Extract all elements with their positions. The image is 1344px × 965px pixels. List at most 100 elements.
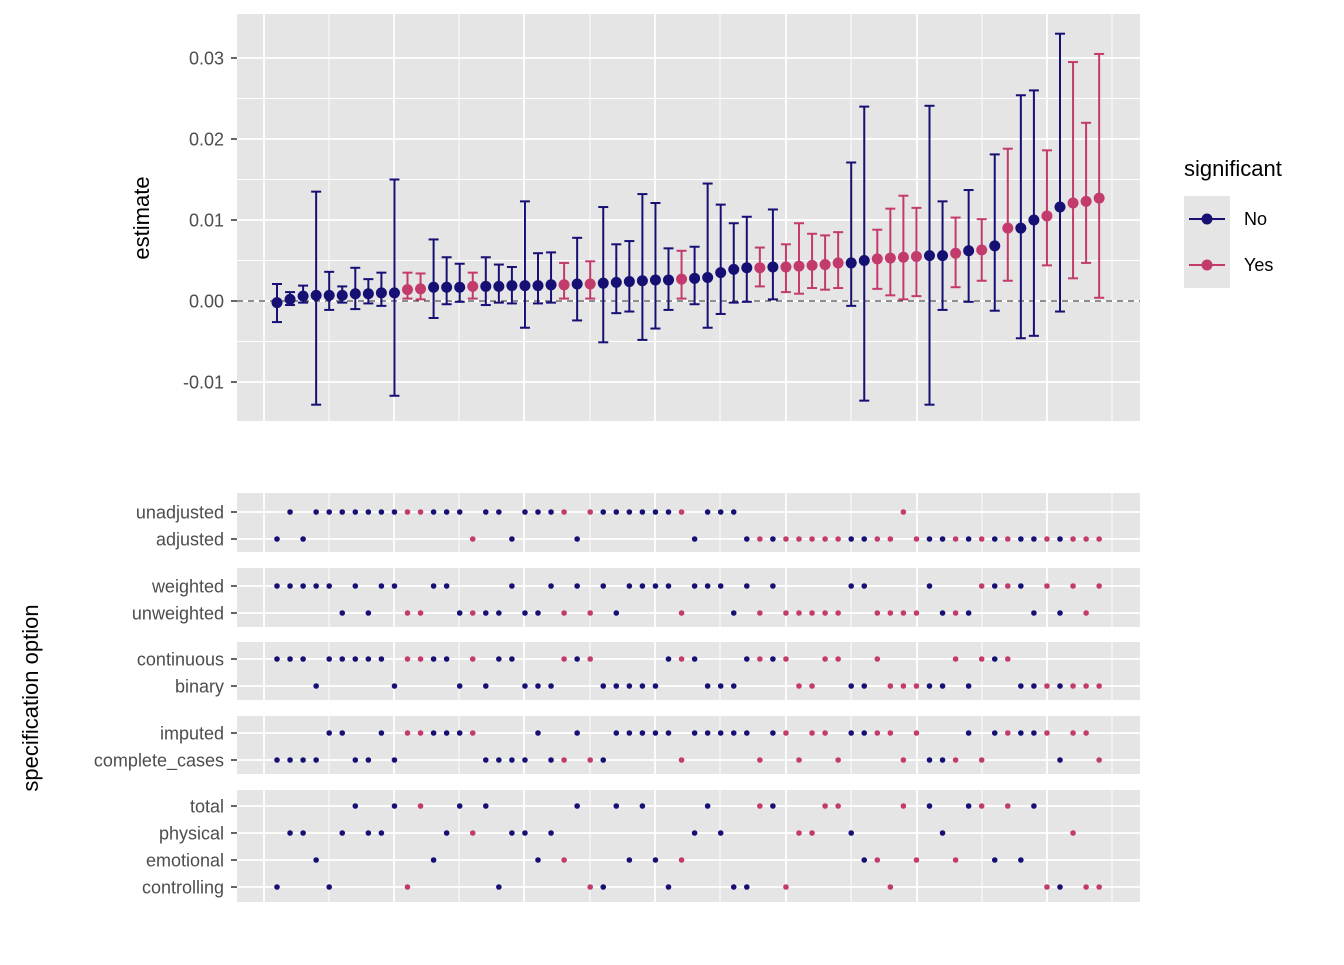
spec-dot: [300, 656, 306, 662]
spec-dot: [874, 730, 881, 736]
spec-dot: [404, 884, 411, 890]
spec-dot: [783, 536, 789, 542]
spec-dot: [796, 830, 802, 836]
estimate-point: [989, 240, 1001, 252]
spec-dot: [978, 536, 985, 542]
estimate-point-35: [715, 203, 727, 315]
spec-dot: [587, 656, 593, 662]
spec-dot: [665, 509, 672, 515]
spec-dot: [417, 509, 424, 515]
spec-dot: [965, 536, 972, 542]
spec-dot: [469, 830, 476, 836]
spec-dot: [848, 536, 854, 542]
estimate-point: [871, 253, 883, 265]
spec-dot: [1070, 683, 1076, 689]
spec-dot: [548, 683, 554, 689]
spec-dot: [913, 730, 920, 736]
spec-dot: [939, 683, 946, 689]
estimate-point: [532, 280, 544, 292]
spec-dot: [939, 757, 946, 763]
estimate-point-29: [636, 193, 648, 341]
spec-option-label: adjusted: [156, 530, 224, 550]
spec-dot: [900, 757, 907, 763]
spec-dot: [835, 610, 841, 616]
spec-dot: [365, 509, 372, 515]
spec-dot: [744, 536, 750, 542]
spec-dot: [509, 757, 515, 763]
spec-dot: [1070, 583, 1076, 589]
spec-dot: [770, 730, 776, 736]
estimate-point-4: [310, 190, 322, 406]
estimate-point-34: [702, 182, 714, 329]
spec-dot: [469, 610, 476, 616]
spec-dot: [443, 656, 450, 662]
estimate-point-18: [493, 263, 505, 304]
spec-dot: [378, 830, 385, 836]
estimate-point-1: [271, 282, 283, 324]
spec-dot: [1044, 536, 1050, 542]
spec-dot: [326, 583, 333, 589]
estimate-point: [689, 272, 701, 284]
estimate-point: [715, 267, 727, 279]
spec-dot: [352, 803, 359, 809]
spec-dot: [430, 583, 437, 589]
estimate-point: [819, 259, 831, 271]
estimate-point: [832, 257, 844, 269]
spec-option-label: unweighted: [132, 604, 224, 624]
estimate-point: [362, 288, 374, 300]
estimate-point-16: [467, 271, 479, 300]
estimate-point-28: [623, 240, 635, 313]
y-tick-label: 0.00: [189, 292, 224, 312]
spec-dot: [469, 536, 476, 542]
spec-dot: [887, 536, 894, 542]
spec-dot: [456, 610, 463, 616]
estimate-point: [884, 252, 896, 264]
specification-panel-background: [237, 568, 1140, 627]
spec-dot: [1083, 730, 1089, 736]
spec-dot: [613, 683, 620, 689]
spec-option-label: physical: [159, 824, 224, 844]
spec-dot: [848, 830, 854, 836]
spec-dot: [991, 857, 998, 863]
spec-dot: [1083, 683, 1089, 689]
spec-dot: [704, 803, 711, 809]
estimate-point: [323, 289, 335, 301]
spec-dot: [1057, 884, 1063, 890]
estimate-point: [728, 263, 740, 275]
spec-dot: [456, 509, 463, 515]
spec-dot: [991, 656, 998, 662]
spec-dot: [678, 757, 685, 763]
spec-dot: [809, 683, 815, 689]
estimate-point-57: [1002, 147, 1014, 282]
spec-dot: [443, 583, 450, 589]
spec-dot: [300, 583, 306, 589]
spec-dot: [430, 730, 437, 736]
spec-option-label: weighted: [151, 577, 224, 597]
spec-dot: [991, 583, 998, 589]
estimate-point-30: [649, 201, 661, 330]
spec-dot: [535, 509, 541, 515]
spec-dot: [1031, 610, 1037, 616]
estimate-point: [545, 279, 557, 291]
spec-dot: [600, 509, 607, 515]
estimate-point-47: [871, 228, 883, 290]
spec-dot: [691, 730, 698, 736]
spec-dot: [378, 509, 385, 515]
estimate-point: [1002, 222, 1014, 234]
spec-dot: [1005, 656, 1011, 662]
spec-option-label: total: [190, 797, 224, 817]
spec-dot: [1057, 683, 1063, 689]
spec-dot: [665, 583, 672, 589]
estimate-point-50: [910, 206, 922, 298]
estimate-point-63: [1080, 121, 1092, 264]
spec-dot: [548, 757, 554, 763]
spec-dot: [665, 730, 672, 736]
estimate-point-39: [767, 208, 779, 301]
spec-dot: [770, 803, 776, 809]
spec-dot: [952, 610, 959, 616]
estimate-point-27: [610, 243, 622, 315]
spec-dot: [600, 757, 607, 763]
spec-dot: [1031, 536, 1037, 542]
spec-option-label: complete_cases: [94, 751, 224, 772]
spec-dot: [613, 509, 620, 515]
